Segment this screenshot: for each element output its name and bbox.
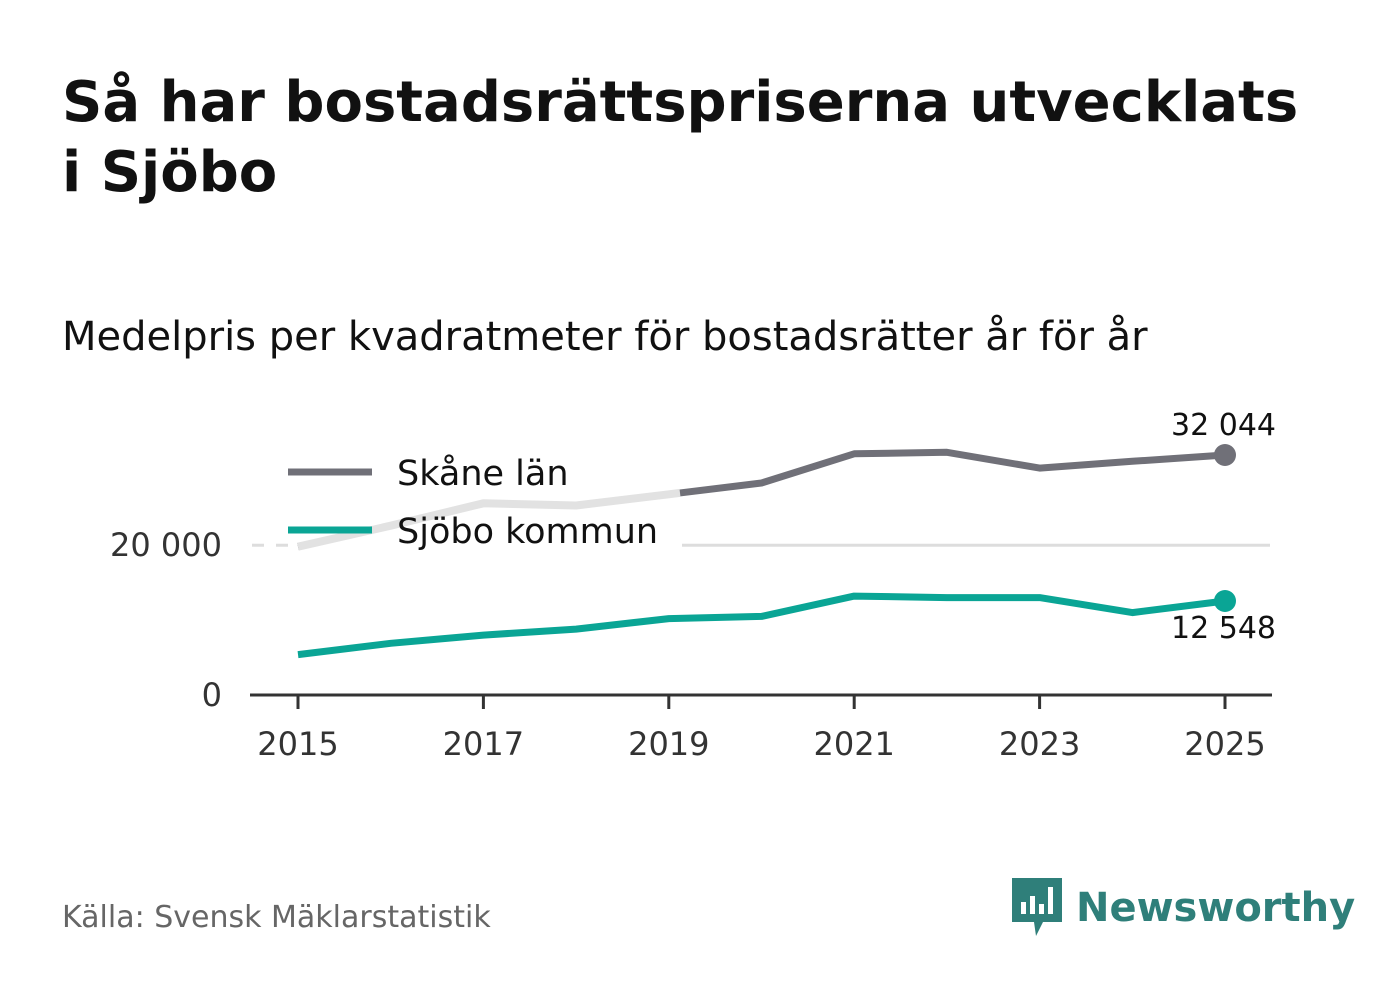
source-note: Källa: Svensk Mäklarstatistik bbox=[62, 900, 491, 935]
newsworthy-logo-icon bbox=[1012, 878, 1062, 936]
end-point-skane bbox=[1214, 444, 1236, 466]
x-tick-label: 2023 bbox=[999, 725, 1080, 763]
newsworthy-brand[interactable]: Newsworthy bbox=[1012, 878, 1355, 938]
y-tick-label: 20 000 bbox=[110, 526, 222, 564]
x-tick-label: 2019 bbox=[628, 725, 709, 763]
chart-title: Så har bostadsrättspriserna utvecklats i… bbox=[62, 70, 1299, 205]
end-label-sjobo: 12 548 bbox=[1171, 611, 1276, 646]
x-tick-label: 2021 bbox=[813, 725, 894, 763]
legend-label-sjobo: Sjöbo kommun bbox=[397, 512, 658, 552]
x-tick-label: 2015 bbox=[257, 725, 338, 763]
legend-label-skane: Skåne län bbox=[397, 453, 569, 494]
x-tick-label: 2017 bbox=[443, 725, 524, 763]
end-point-sjobo bbox=[1214, 590, 1236, 613]
y-tick-label: 0 bbox=[202, 676, 222, 714]
series-line-skane-faded bbox=[297, 488, 681, 551]
end-label-skane: 32 044 bbox=[1171, 408, 1276, 443]
series-line-sjobo bbox=[297, 592, 1226, 659]
brand-name: Newsworthy bbox=[1076, 885, 1356, 931]
chart-subtitle: Medelpris per kvadratmeter för bostadsrä… bbox=[62, 314, 1148, 360]
x-tick-label: 2025 bbox=[1184, 725, 1265, 763]
